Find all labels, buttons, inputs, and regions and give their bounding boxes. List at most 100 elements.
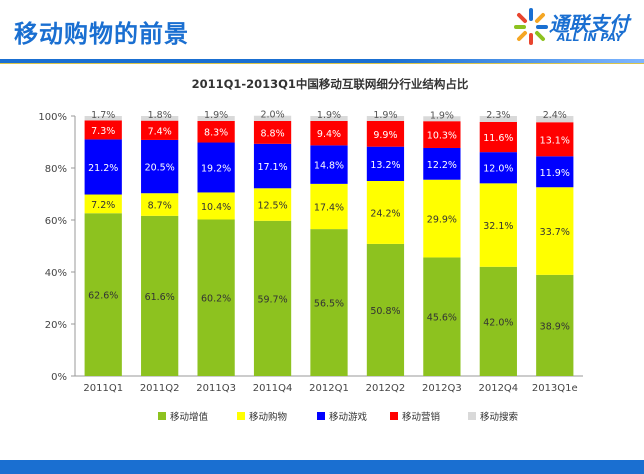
data-label: 12.0% xyxy=(483,164,513,175)
footer-bar xyxy=(0,460,644,474)
bar-segment xyxy=(253,220,292,376)
bar-segment xyxy=(310,183,348,230)
bar-segment xyxy=(141,120,179,140)
chart-title: 2011Q1-2013Q1中国移动互联网细分行业结构占比 xyxy=(192,77,469,91)
bar-segment xyxy=(423,147,461,180)
x-tick-label: 2011Q3 xyxy=(196,383,236,394)
bar-segment xyxy=(366,146,405,181)
bar-segment xyxy=(141,116,179,121)
bar-segment xyxy=(141,139,179,194)
chart-data-labels: 62.6% 7.2% 21.2% 7.3% 1.7% 61.6% 8.7% 20.5% 7.4%… xyxy=(88,110,570,333)
bar-segment xyxy=(197,116,235,121)
page-title: 移动购物的前景 xyxy=(14,20,189,48)
legend-swatch xyxy=(390,412,398,420)
bar-segment xyxy=(253,120,292,144)
legend-label: 移动增值 xyxy=(170,411,209,423)
legend-label: 移动购物 xyxy=(249,411,288,423)
bar-segment xyxy=(423,179,461,258)
header-divider-accent xyxy=(0,63,644,64)
bar-segment xyxy=(366,116,405,121)
x-tick-label: 2011Q4 xyxy=(253,383,293,394)
bar-segment xyxy=(197,192,235,220)
logo-mark-icon xyxy=(514,8,548,45)
data-label: 8.7% xyxy=(148,201,172,212)
legend-swatch xyxy=(237,412,245,420)
legend-swatch xyxy=(468,412,476,420)
x-tick-label: 2012Q3 xyxy=(422,383,462,394)
logo-subtext: ALL IN PAY xyxy=(557,31,623,44)
data-label: 38.9% xyxy=(540,321,570,332)
bar-segment xyxy=(310,116,348,121)
x-tick-label: 2012Q1 xyxy=(309,383,349,394)
data-label: 19.2% xyxy=(201,163,231,174)
bar-segment xyxy=(536,122,574,157)
data-label: 29.9% xyxy=(427,215,457,226)
bar-segment xyxy=(479,121,517,153)
x-tick-label: 2012Q4 xyxy=(478,383,518,394)
legend-label: 移动营销 xyxy=(402,411,441,423)
data-label: 45.6% xyxy=(427,313,457,324)
bar-segment xyxy=(366,120,405,147)
bar-segment xyxy=(310,120,348,146)
data-label: 56.5% xyxy=(314,299,344,310)
bar-segment xyxy=(423,257,461,376)
logo-text: 通联支付 xyxy=(549,12,629,36)
data-label: 11.9% xyxy=(540,168,570,179)
data-label: 2.0% xyxy=(260,110,284,121)
bar-segment xyxy=(84,139,122,195)
data-label: 17.1% xyxy=(257,162,287,173)
bar-segment xyxy=(536,156,574,188)
data-label: 9.4% xyxy=(317,129,341,140)
data-label: 2.4% xyxy=(543,110,567,121)
data-label: 12.5% xyxy=(257,201,287,212)
data-label: 14.8% xyxy=(314,161,344,172)
data-label: 8.8% xyxy=(260,128,284,139)
bar-segment xyxy=(84,120,122,140)
allinpay-logo: 通联支付 ALL IN PAY xyxy=(513,6,637,50)
bar-segment xyxy=(141,215,179,376)
data-label: 1.8% xyxy=(148,110,172,121)
data-label: 1.9% xyxy=(317,110,341,121)
bar-segment xyxy=(253,115,292,121)
legend-swatch xyxy=(317,412,325,420)
bar-segment xyxy=(479,116,517,122)
data-label: 61.6% xyxy=(145,292,175,303)
data-label: 1.9% xyxy=(373,110,397,121)
bar-segment xyxy=(310,229,348,376)
chart-legend: 移动增值 移动购物 移动游戏 移动营销 移动搜索 xyxy=(158,411,518,423)
y-tick-label: 20% xyxy=(45,320,67,331)
x-tick-label: 2013Q1e xyxy=(532,383,578,394)
bar-segment xyxy=(141,193,179,216)
data-label: 17.4% xyxy=(314,202,344,213)
data-label: 10.4% xyxy=(201,202,231,213)
bar-segment xyxy=(84,194,122,214)
bar-segment xyxy=(536,116,574,123)
bar-segment xyxy=(84,213,122,376)
bar-segment xyxy=(197,120,235,143)
data-label: 60.2% xyxy=(201,294,231,305)
data-label: 13.2% xyxy=(370,160,400,171)
x-tick-label: 2012Q2 xyxy=(366,383,406,394)
data-label: 32.1% xyxy=(483,221,513,232)
data-label: 21.2% xyxy=(88,163,118,174)
data-label: 24.2% xyxy=(370,208,400,219)
bar-segment xyxy=(253,143,292,189)
data-label: 7.3% xyxy=(91,126,115,137)
bar-segment xyxy=(423,116,461,122)
bar-segment xyxy=(366,243,405,376)
data-label: 20.5% xyxy=(145,163,175,174)
bar-segment xyxy=(366,181,405,244)
data-label: 12.2% xyxy=(427,160,457,171)
data-label: 1.7% xyxy=(91,110,115,121)
bar-segment xyxy=(253,188,292,221)
bar-segment xyxy=(84,116,122,121)
data-label: 9.9% xyxy=(373,130,397,141)
data-label: 11.6% xyxy=(483,133,513,144)
data-label: 2.3% xyxy=(486,110,510,121)
bar-segment xyxy=(197,142,235,193)
x-tick-label: 2011Q2 xyxy=(140,383,180,394)
bar-segment xyxy=(536,274,574,376)
bar-segment xyxy=(479,152,517,184)
bar-segment xyxy=(310,145,348,184)
data-label: 59.7% xyxy=(257,294,287,305)
